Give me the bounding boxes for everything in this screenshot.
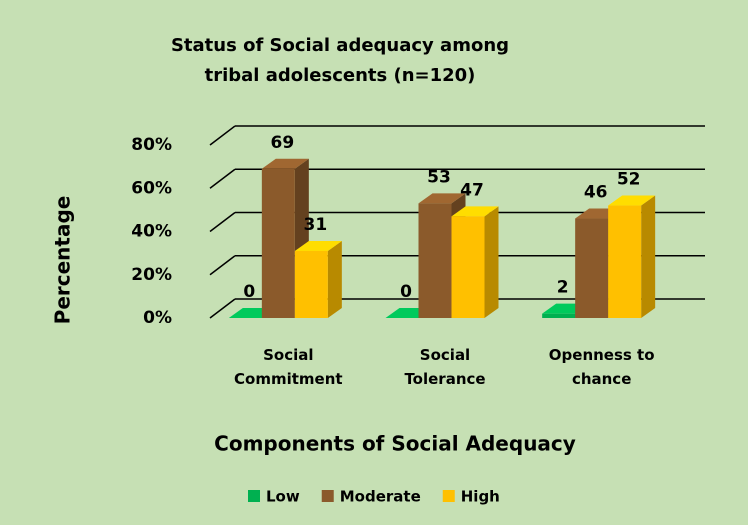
data-label: 31 [303, 215, 327, 235]
data-label: 69 [270, 133, 294, 153]
data-label: 0 [400, 282, 412, 302]
bar [294, 250, 328, 318]
x-axis-title: Components of Social Adequacy [214, 432, 576, 456]
y-tick-label: 60% [131, 178, 172, 198]
bar-top [451, 206, 499, 217]
y-tick-label: 80% [131, 135, 172, 155]
grid-line [209, 125, 236, 146]
data-label: 47 [460, 180, 484, 200]
x-tick-label: Social Commitment [234, 346, 343, 388]
bar-top [608, 195, 656, 206]
bar [542, 313, 576, 318]
bar [261, 168, 295, 318]
data-label: 46 [584, 183, 608, 203]
legend-swatch [442, 490, 455, 502]
grid-line [209, 168, 236, 189]
grid-line [209, 255, 236, 276]
bar-top [418, 193, 466, 204]
chart-title: Status of Social adequacy among tribal ad… [171, 35, 509, 86]
data-label: 0 [243, 282, 255, 302]
y-tick-label: 0% [143, 308, 172, 328]
bar [451, 216, 485, 318]
legend-label: High [461, 488, 500, 506]
grid-line [209, 211, 236, 233]
bar-side [641, 195, 656, 318]
legend-swatch [321, 490, 334, 502]
legend-label: Moderate [340, 488, 421, 506]
bar-top [294, 240, 342, 251]
grid-line [209, 298, 236, 319]
data-label: 2 [557, 278, 569, 298]
legend-label: Low [266, 488, 300, 506]
legend-swatch [248, 490, 260, 502]
y-axis-title: Percentage [51, 196, 75, 325]
bar [575, 218, 609, 318]
data-label: 52 [617, 170, 641, 190]
x-tick-label: Social Tolerance [404, 346, 485, 388]
bar [608, 205, 642, 318]
y-tick-label: 40% [131, 222, 172, 242]
y-tick-label: 20% [131, 265, 172, 285]
data-label: 53 [427, 167, 451, 187]
x-tick-label: Openness to chance [549, 346, 655, 388]
bar-side [484, 206, 499, 318]
bar-top [261, 158, 309, 169]
bar [418, 203, 452, 318]
bar-side [327, 240, 342, 318]
